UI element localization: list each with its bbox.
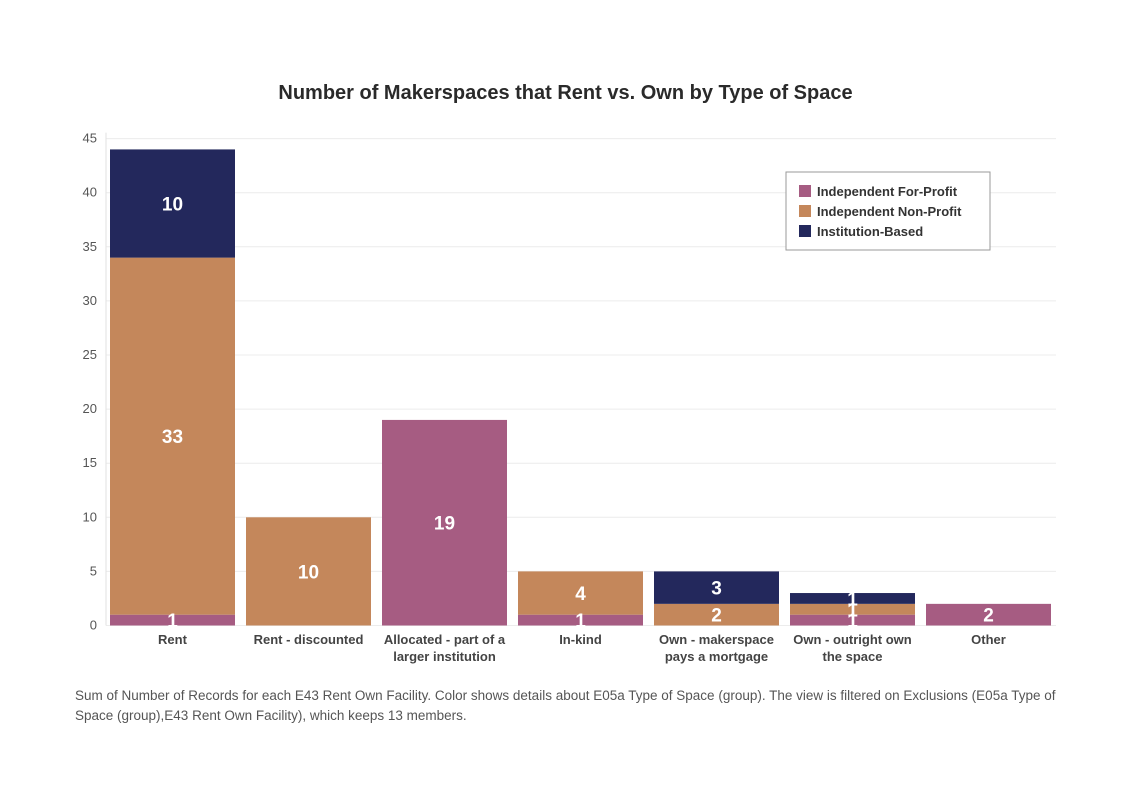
bars <box>110 149 1051 626</box>
bar-segment <box>110 257 235 615</box>
x-tick-label: pays a mortgage <box>665 649 768 664</box>
legend-swatch <box>799 205 811 217</box>
x-tick-label: larger institution <box>393 649 496 664</box>
y-tick-label: 5 <box>90 563 97 578</box>
legend-swatch <box>799 185 811 197</box>
y-tick-label: 10 <box>83 509 97 524</box>
legend-label: Independent Non-Profit <box>817 204 962 219</box>
y-tick-label: 0 <box>90 618 97 633</box>
data-label: 1 <box>847 611 858 632</box>
bar-segment <box>382 419 507 626</box>
legend-label: Independent For-Profit <box>817 184 958 199</box>
data-label: 1 <box>167 611 178 632</box>
x-tick-label: the space <box>823 649 883 664</box>
data-label: 2 <box>711 606 722 627</box>
x-axis: Rent Rent - discounted Allocated - part of… <box>158 632 1006 664</box>
bar-segment <box>790 614 915 626</box>
x-tick-label: Rent - discounted <box>254 632 364 647</box>
data-label: 2 <box>983 606 994 627</box>
data-label: 4 <box>575 584 586 605</box>
bar-segment <box>246 517 371 626</box>
legend-swatch <box>799 225 811 237</box>
y-tick-label: 35 <box>83 239 97 254</box>
chart-footnote: Sum of Number of Records for each E43 Re… <box>75 688 1056 723</box>
x-tick-label: Allocated - part of a <box>384 632 506 647</box>
data-label: 1 <box>575 611 586 632</box>
x-tick-label: Other <box>971 632 1006 647</box>
data-label: 10 <box>162 195 183 216</box>
data-label: 33 <box>162 427 183 448</box>
bar-segment <box>110 149 235 258</box>
data-label: 19 <box>434 514 455 535</box>
x-tick-label: Own - outright own <box>793 632 911 647</box>
data-label: 10 <box>298 562 319 583</box>
legend-box <box>785 171 991 251</box>
bar-segment <box>110 614 235 626</box>
bar-segment <box>654 571 779 604</box>
bar-segment <box>518 614 643 626</box>
y-axis: 0 5 10 15 20 25 30 35 40 45 <box>83 131 107 633</box>
x-tick-label: Own - makerspace <box>659 632 774 647</box>
y-tick-label: 25 <box>83 347 97 362</box>
bar-segment <box>518 571 643 615</box>
y-tick-label: 15 <box>83 455 97 470</box>
bar-segment <box>654 603 779 626</box>
y-tick-label: 20 <box>83 401 97 416</box>
x-tick-label: Rent <box>158 632 188 647</box>
y-tick-label: 30 <box>83 293 97 308</box>
y-tick-label: 45 <box>83 131 97 146</box>
legend-label: Institution-Based <box>817 224 923 239</box>
bar-segment <box>926 603 1051 626</box>
bar-segment <box>790 603 915 615</box>
data-label: 1 <box>847 600 858 621</box>
y-tick-label: 40 <box>83 185 97 200</box>
chart-title: Number of Makerspaces that Rent vs. Own … <box>278 82 853 104</box>
bar-segment <box>790 593 915 604</box>
legend: Independent For-Profit Independent Non-Pr… <box>785 171 991 251</box>
x-tick-label: In-kind <box>559 632 602 647</box>
data-label: 3 <box>711 579 722 600</box>
data-label: 1 <box>847 589 858 610</box>
